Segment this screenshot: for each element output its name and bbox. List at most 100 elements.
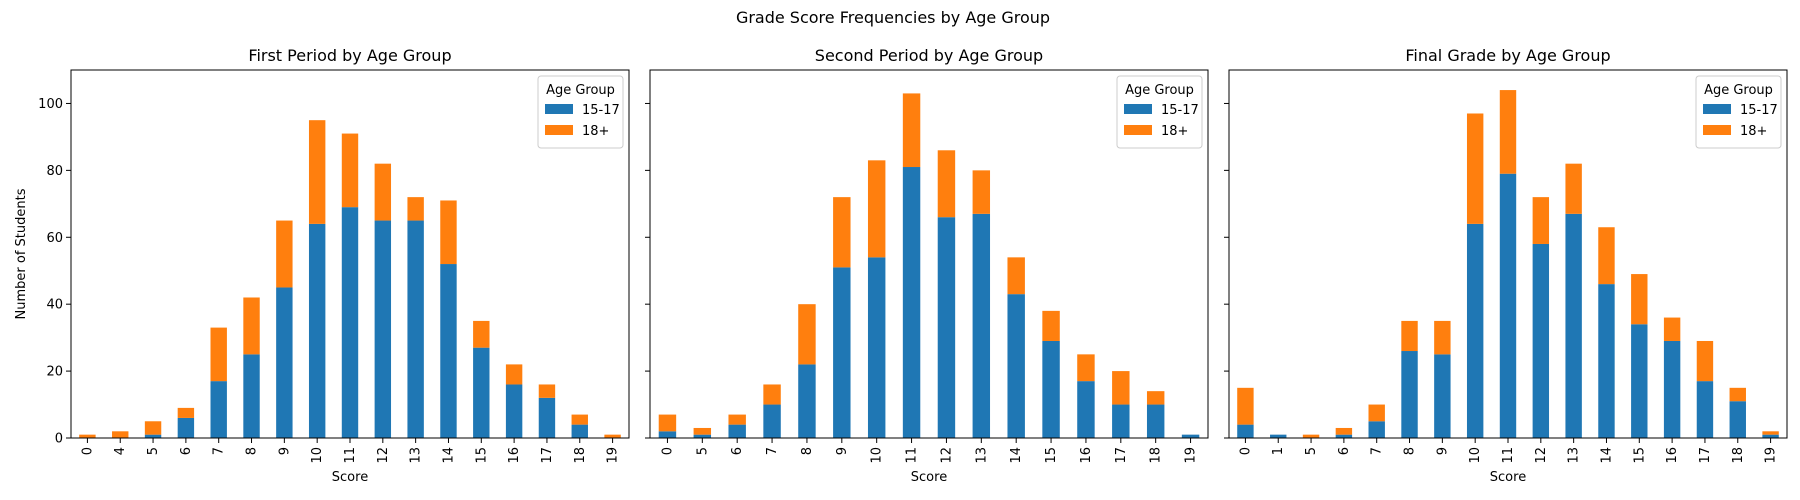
bar-age-15-17-score-13	[407, 220, 424, 438]
y-tick-label: 20	[46, 365, 63, 380]
bar-age-18-plus-score-15	[1631, 274, 1648, 325]
bar-age-18-plus-score-8	[243, 297, 260, 355]
bar-age-15-17-score-10	[867, 257, 886, 438]
bar-age-18-plus-score-10	[1466, 113, 1484, 224]
bar-age-15-17-score-18	[1729, 401, 1746, 438]
x-tick-label: 8	[1403, 447, 1418, 455]
bar-age-18-plus-score-7	[210, 327, 227, 382]
x-tick-label: 14	[1009, 447, 1024, 464]
x-tick-label: 9	[835, 447, 850, 455]
bar-age-18-plus-score-14	[440, 200, 457, 265]
bar-age-18-plus-score-18	[571, 414, 588, 425]
x-tick-label: 18	[1731, 447, 1746, 464]
bar-age-15-17-score-12	[374, 220, 392, 438]
bar-age-15-17-score-9	[1434, 354, 1451, 438]
x-tick-label: 6	[730, 447, 745, 455]
x-tick-label: 8	[800, 447, 815, 455]
bar-age-15-17-score-16	[505, 384, 523, 438]
x-tick-label: 0	[80, 447, 95, 455]
legend-label: 18+	[1161, 124, 1188, 139]
bar-age-18-plus-score-8	[1401, 320, 1418, 352]
bar-age-15-17-score-16	[1077, 381, 1095, 438]
bar-age-15-17-score-9	[833, 267, 851, 438]
legend-label: 18+	[1740, 124, 1767, 139]
chart-first-period: 0 4 5 6 7 8 9 10 11 12 13 14 15 16 17 18 19 0 20 40 60 80 100 F…	[14, 46, 630, 485]
x-tick-label: 1	[1271, 447, 1286, 455]
bar-age-18-plus-score-7	[763, 384, 781, 405]
x-tick-label: 17	[1698, 447, 1713, 464]
x-axis-label: Score	[911, 470, 947, 485]
x-tick-label: 16	[507, 447, 522, 464]
x-tick-label: 15	[474, 447, 489, 464]
bar-age-18-plus-score-8	[798, 304, 816, 365]
legend-swatch	[1703, 104, 1731, 114]
bar-age-15-17-score-1	[1270, 434, 1287, 438]
x-tick-label: 4	[113, 447, 128, 455]
bar-age-18-plus-score-9	[276, 220, 293, 288]
bar-age-18-plus-score-4	[112, 431, 129, 438]
x-axis-label: Score	[332, 470, 368, 485]
bar-age-15-17-score-15	[1042, 340, 1060, 438]
legend: Age Group 15-17 18+	[537, 75, 624, 149]
bar-age-18-plus-score-6	[177, 407, 195, 418]
x-tick-label: 8	[245, 447, 260, 455]
legend-label: 15-17	[1161, 103, 1199, 118]
x-tick-label: 14	[441, 447, 456, 464]
bar-age-18-plus-score-12	[937, 150, 956, 218]
bar-age-18-plus-score-5	[144, 421, 162, 435]
bar-age-15-17-score-11	[1499, 173, 1517, 438]
bar-age-15-17-score-5	[693, 434, 712, 438]
bar-age-15-17-score-10	[308, 223, 326, 438]
axes-frame	[70, 69, 630, 439]
bar-age-15-17-score-0	[1237, 424, 1254, 438]
y-tick-label: 60	[46, 231, 63, 246]
bar-age-15-17-score-12	[1532, 243, 1550, 438]
subplot-title: Second Period by Age Group	[815, 46, 1043, 65]
bar-age-18-plus-score-13	[972, 170, 991, 214]
x-tick-label: 10	[870, 447, 885, 464]
x-tick-label: 11	[343, 447, 358, 464]
bar-age-15-17-score-17	[538, 397, 556, 438]
bar-age-18-plus-score-13	[1565, 163, 1582, 214]
legend-label: 15-17	[582, 103, 620, 118]
legend-swatch	[1124, 104, 1152, 114]
legend: Age Group 15-17 18+	[1116, 75, 1203, 149]
bar-age-15-17-score-17	[1112, 404, 1130, 438]
bar-age-18-plus-score-17	[538, 384, 556, 398]
bar-age-15-17-score-13	[1565, 213, 1582, 438]
legend-title: Age Group	[1704, 83, 1773, 98]
bar-age-15-17-score-14	[1007, 294, 1025, 438]
x-tick-label: 13	[1567, 447, 1582, 464]
x-tick-label: 12	[376, 447, 391, 464]
bar-age-15-17-score-15	[1631, 324, 1648, 438]
x-tick-label: 7	[1370, 447, 1385, 455]
x-tick-label: 12	[1534, 447, 1549, 464]
bar-age-18-plus-score-19	[1762, 431, 1779, 435]
bar-age-18-plus-score-17	[1112, 371, 1130, 405]
x-tick-label: 14	[1599, 447, 1614, 464]
axes-frame	[1228, 69, 1788, 439]
bar-age-18-plus-score-16	[505, 364, 523, 385]
y-tick-label: 100	[38, 97, 63, 112]
bar-age-15-17-score-8	[798, 364, 816, 438]
bar-age-15-17-score-7	[763, 404, 781, 438]
x-tick-label: 19	[1184, 447, 1199, 464]
bar-age-18-plus-score-15	[473, 320, 490, 348]
figure-title: Grade Score Frequencies by Age Group	[736, 8, 1050, 27]
bar-age-18-plus-score-10	[867, 160, 886, 258]
x-tick-label: 15	[1632, 447, 1647, 464]
x-tick-label: 5	[695, 447, 710, 455]
bar-age-15-17-score-8	[243, 354, 260, 438]
bar-age-15-17-score-14	[1598, 284, 1615, 438]
bar-age-18-plus-score-6	[728, 414, 746, 425]
bar-age-15-17-score-9	[276, 287, 293, 438]
x-tick-label: 16	[1079, 447, 1094, 464]
bar-age-15-17-score-19	[1181, 434, 1200, 438]
bar-age-15-17-score-7	[1368, 421, 1385, 438]
legend-label: 15-17	[1740, 103, 1778, 118]
x-tick-label: 13	[974, 447, 989, 464]
legend-swatch	[545, 125, 573, 135]
x-tick-label: 11	[905, 447, 920, 464]
bar-age-18-plus-score-15	[1042, 310, 1060, 341]
